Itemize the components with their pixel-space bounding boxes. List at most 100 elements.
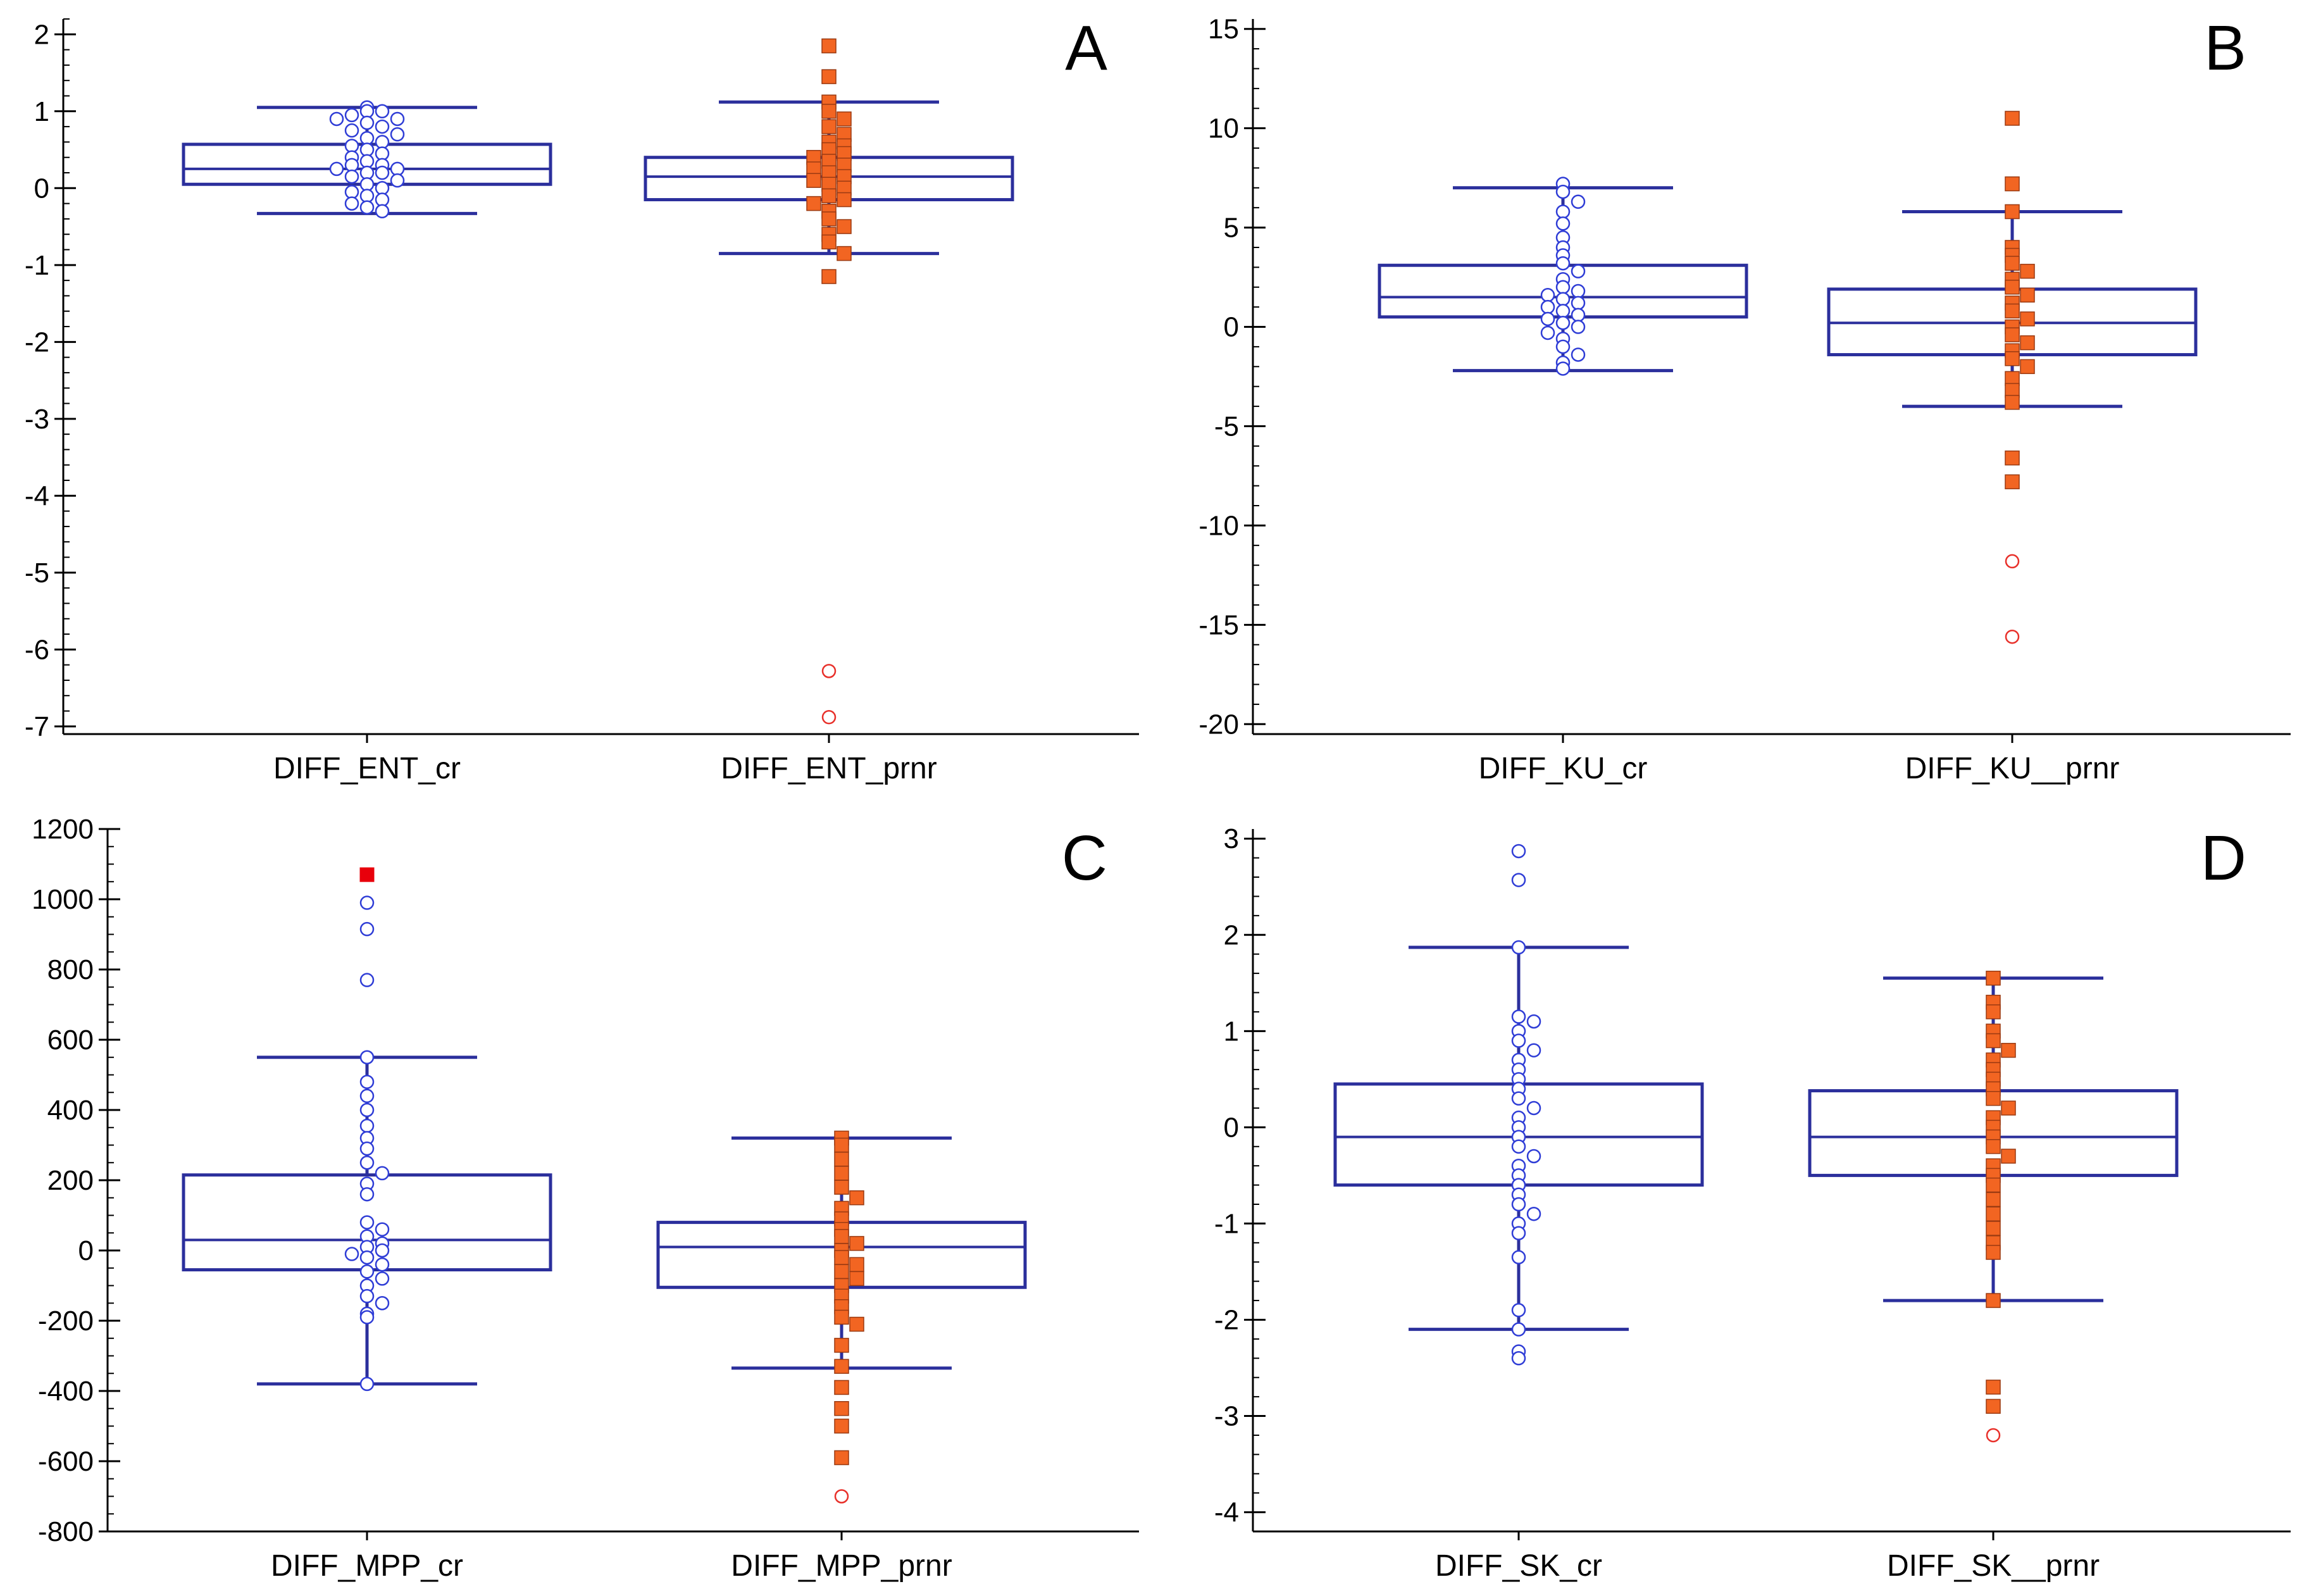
y-tick-label: -4 (1214, 1497, 1239, 1528)
data-point (834, 1359, 849, 1374)
panel-b: 15 10 5 0 -5 -10 -15 -20 B DIFF_KU_cr DIFF_KU__prn… (1198, 13, 2291, 785)
data-point (1511, 940, 1526, 955)
data-point (1526, 1014, 1541, 1029)
data-point (1986, 1139, 2001, 1154)
data-point (1571, 194, 1586, 209)
data-point (1555, 304, 1571, 318)
data-point (359, 1075, 375, 1089)
data-point (834, 1151, 849, 1167)
data-point (821, 269, 837, 284)
data-point (390, 127, 405, 142)
y-tick-label: -20 (1198, 709, 1239, 740)
data-point (2020, 335, 2035, 351)
y-tick-label: 10 (1208, 113, 1239, 144)
data-point (1555, 256, 1571, 271)
data-point (359, 1141, 375, 1156)
outlier-point (834, 1489, 849, 1504)
data-point (1986, 1033, 2001, 1049)
data-point (1511, 1091, 1526, 1106)
data-point (375, 1166, 390, 1181)
data-point (834, 1137, 849, 1153)
y-tick-label: 5 (1224, 213, 1239, 244)
series-DIFF_SK__prnr: DIFF_SK__prnr (1808, 970, 2179, 1583)
data-point (2020, 311, 2035, 327)
data-point (1555, 184, 1571, 199)
data-point (375, 165, 390, 180)
data-point (2005, 256, 2020, 271)
data-point (359, 1376, 375, 1392)
data-point (2005, 204, 2020, 220)
data-point (821, 188, 837, 204)
data-point (1511, 1303, 1526, 1318)
data-point (2005, 176, 2020, 192)
outlier-point (1986, 1428, 2001, 1443)
data-point (359, 1288, 375, 1304)
data-point (806, 196, 821, 211)
data-point (1540, 299, 1555, 315)
outlier-point (2005, 554, 2020, 569)
data-point (1526, 1149, 1541, 1164)
data-point (834, 1401, 849, 1416)
data-point (359, 1156, 375, 1170)
series-DIFF_ENT_prnr: DIFF_ENT_prnr (644, 38, 1014, 785)
data-point (821, 234, 837, 250)
series-DIFF_ENT_cr: DIFF_ENT_cr (182, 100, 552, 785)
series-DIFF_SK_cr: DIFF_SK_cr (1333, 844, 1704, 1583)
data-point (2020, 263, 2035, 279)
data-point (837, 111, 852, 127)
y-tick-label: 1 (34, 96, 49, 127)
y-tick-label: -15 (1198, 609, 1239, 640)
data-point (2005, 351, 2020, 366)
data-point (834, 1250, 849, 1265)
data-point (806, 173, 821, 188)
y-tick-label: -2 (1214, 1304, 1239, 1335)
data-point (344, 1247, 359, 1261)
data-point (390, 173, 405, 188)
data-point (375, 1271, 390, 1286)
data-point (359, 1310, 375, 1325)
category-label: DIFF_ENT_cr (273, 752, 461, 785)
outlier-point (821, 710, 837, 725)
y-tick-label: 3 (1224, 823, 1239, 854)
data-point (834, 1309, 849, 1325)
y-tick-label: -3 (1214, 1401, 1239, 1432)
data-point (1511, 1322, 1526, 1337)
category-label: DIFF_MPP_cr (271, 1549, 463, 1583)
y-tick-label: 600 (47, 1025, 94, 1056)
data-point (1986, 1399, 2001, 1414)
data-point (344, 196, 359, 211)
y-tick-label: -1 (1214, 1208, 1239, 1239)
data-point (375, 1257, 390, 1272)
data-point (359, 200, 375, 215)
outlier-point (359, 867, 375, 882)
panel-a: 2 1 0 -1 -2 -3 -4 -5 -6 -7 A DIFF_ENT_cr DIFF_ENT_pr… (25, 13, 1139, 785)
y-tick-label: 15 (1208, 14, 1239, 45)
data-point (837, 192, 852, 208)
data-point (834, 1450, 849, 1466)
data-point (1511, 1009, 1526, 1024)
data-point (1986, 1192, 2001, 1207)
y-tick-label: 1 (1224, 1016, 1239, 1047)
panel-letter: B (2204, 13, 2246, 84)
y-tick-label: -3 (25, 404, 49, 435)
data-point (837, 219, 852, 234)
data-point (1986, 1380, 2001, 1395)
data-point (1986, 1091, 2001, 1106)
data-point (2005, 327, 2020, 342)
data-point (359, 1187, 375, 1202)
data-point (375, 1222, 390, 1237)
data-point (1511, 1226, 1526, 1240)
data-point (329, 111, 344, 127)
data-point (821, 69, 837, 84)
data-point (1986, 1004, 2001, 1019)
data-point (1986, 1206, 2001, 1221)
data-point (2005, 474, 2020, 490)
data-point (2005, 280, 2020, 295)
y-tick-label: -800 (38, 1516, 94, 1547)
data-point (375, 204, 390, 219)
data-point (1571, 296, 1586, 311)
data-point (344, 108, 359, 123)
data-point (1511, 1351, 1526, 1366)
series-DIFF_MPP_cr: DIFF_MPP_cr (182, 867, 552, 1583)
data-point (1526, 1206, 1541, 1221)
